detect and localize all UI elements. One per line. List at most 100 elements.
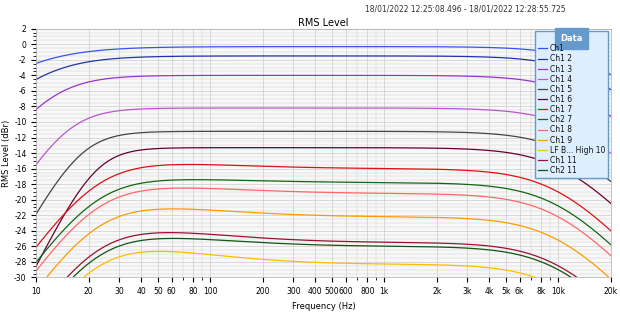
Ch1 3 xyxy=(33,107,40,111)
Ch1 4 xyxy=(62,131,69,134)
Ch1 7 xyxy=(186,162,193,166)
Line: LF B... High 10: LF B... High 10 xyxy=(37,251,611,313)
Ch1 9 xyxy=(170,207,177,211)
Ch1 9 xyxy=(312,213,319,217)
Ch1 8 xyxy=(181,186,188,190)
Ch1 4 xyxy=(590,139,598,143)
Line: Ch1 11: Ch1 11 xyxy=(37,233,611,313)
Ch1 9 xyxy=(485,218,492,222)
Ch1 9 xyxy=(297,213,304,217)
LF B... High 10 xyxy=(297,260,304,264)
Ch2 7 xyxy=(62,226,69,230)
Line: Ch1 6: Ch1 6 xyxy=(37,148,611,266)
Line: Ch2 7: Ch2 7 xyxy=(37,180,611,262)
Ch1 2 xyxy=(590,78,598,81)
Ch2 7 xyxy=(312,180,319,184)
Ch1 4 xyxy=(273,106,280,110)
Ch1 8 xyxy=(312,190,319,194)
Ch1 4 xyxy=(312,106,319,110)
Ch1 2 xyxy=(296,54,304,58)
Ch1 11 xyxy=(312,239,319,243)
Ch1 8 xyxy=(607,254,614,257)
Line: Ch1 2: Ch1 2 xyxy=(37,56,611,90)
Line: Ch1 4: Ch1 4 xyxy=(37,108,611,164)
Ch2 11 xyxy=(485,248,492,252)
Ch1 6 xyxy=(485,149,492,152)
Ch1 4 xyxy=(607,151,614,155)
Ch1 4 xyxy=(590,139,598,143)
Text: AP: AP xyxy=(580,38,590,46)
Ch1 11 xyxy=(33,312,40,313)
Line: Ch1 9: Ch1 9 xyxy=(37,209,611,290)
Ch1 3 xyxy=(607,114,614,118)
Line: Ch2 11: Ch2 11 xyxy=(37,239,611,313)
Ch1 5 xyxy=(485,132,492,136)
Ch1 6 xyxy=(312,146,319,150)
Ch1 7 xyxy=(607,229,614,233)
Ch1 6 xyxy=(590,188,598,192)
Ch1 xyxy=(590,64,598,68)
Ch1 5 xyxy=(607,179,614,183)
Ch2 7 xyxy=(297,180,304,183)
LF B... High 10 xyxy=(590,310,598,313)
Ch1 4 xyxy=(485,108,492,112)
Ch2 11 xyxy=(297,243,304,246)
Ch2 7 xyxy=(607,243,614,247)
Ch1 3 xyxy=(297,74,304,77)
Legend: Ch1, Ch1 2, Ch1 3, Ch1 4, Ch1 5, Ch1 6, Ch1 7, Ch2 7, Ch1 8, Ch1 9, LF B... High: Ch1, Ch1 2, Ch1 3, Ch1 4, Ch1 5, Ch1 6, … xyxy=(534,31,608,178)
Text: 18/01/2022 12:25:08.496 - 18/01/2022 12:28:55.725: 18/01/2022 12:25:08.496 - 18/01/2022 12:… xyxy=(365,5,565,14)
Ch1 7 xyxy=(485,170,492,174)
Ch1 8 xyxy=(590,239,598,243)
Ch2 11 xyxy=(62,283,69,287)
Line: Ch1 7: Ch1 7 xyxy=(37,164,611,247)
LF B... High 10 xyxy=(312,260,319,264)
Ch1 2 xyxy=(33,77,40,81)
Ch1 6 xyxy=(265,146,272,150)
Ch1 2 xyxy=(312,54,319,58)
Ch1 11 xyxy=(590,289,598,292)
Ch1 11 xyxy=(166,231,174,234)
Ch1 8 xyxy=(485,195,492,199)
Ch1 5 xyxy=(297,130,304,133)
Ch1 xyxy=(296,45,304,49)
Ch1 xyxy=(590,64,598,68)
Line: Ch1 8: Ch1 8 xyxy=(37,188,611,271)
Ch2 7 xyxy=(192,178,200,182)
Ch1 11 xyxy=(607,303,614,306)
Ch2 11 xyxy=(312,243,319,247)
LF B... High 10 xyxy=(156,249,163,253)
Ch1 xyxy=(485,46,492,49)
Ch1 9 xyxy=(590,263,598,266)
Ch1 5 xyxy=(312,130,319,133)
Title: RMS Level: RMS Level xyxy=(298,18,348,28)
Ch1 3 xyxy=(312,74,319,77)
Ch2 7 xyxy=(485,184,492,188)
Ch2 11 xyxy=(590,292,598,296)
Ch1 9 xyxy=(62,254,69,257)
Ch1 3 xyxy=(62,88,69,92)
Ch1 7 xyxy=(297,165,304,169)
Ch1 8 xyxy=(297,190,304,194)
Ch1 11 xyxy=(62,277,69,281)
Ch1 7 xyxy=(590,214,598,218)
Line: Ch1: Ch1 xyxy=(37,47,611,74)
LF B... High 10 xyxy=(485,266,492,269)
Y-axis label: RMS Level (dBr): RMS Level (dBr) xyxy=(2,120,11,187)
Ch1 4 xyxy=(33,162,40,166)
Ch1 xyxy=(331,45,339,49)
Ch2 11 xyxy=(590,292,598,296)
Ch1 11 xyxy=(297,238,304,242)
Ch1 7 xyxy=(590,215,598,218)
Ch1 11 xyxy=(590,288,598,292)
Ch1 9 xyxy=(590,263,598,267)
Ch1 6 xyxy=(33,264,40,268)
Ch2 11 xyxy=(170,237,177,240)
Ch1 5 xyxy=(62,169,69,173)
Ch1 3 xyxy=(590,103,598,107)
Ch1 5 xyxy=(267,130,275,133)
Ch1 5 xyxy=(590,167,598,171)
Ch1 9 xyxy=(607,277,614,281)
Ch1 2 xyxy=(590,78,598,81)
Ch1 9 xyxy=(33,289,40,292)
Ch1 6 xyxy=(607,201,614,205)
